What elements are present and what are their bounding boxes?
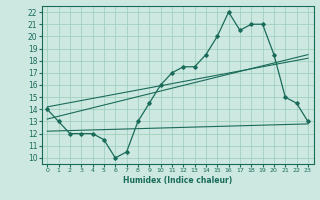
X-axis label: Humidex (Indice chaleur): Humidex (Indice chaleur) (123, 176, 232, 185)
